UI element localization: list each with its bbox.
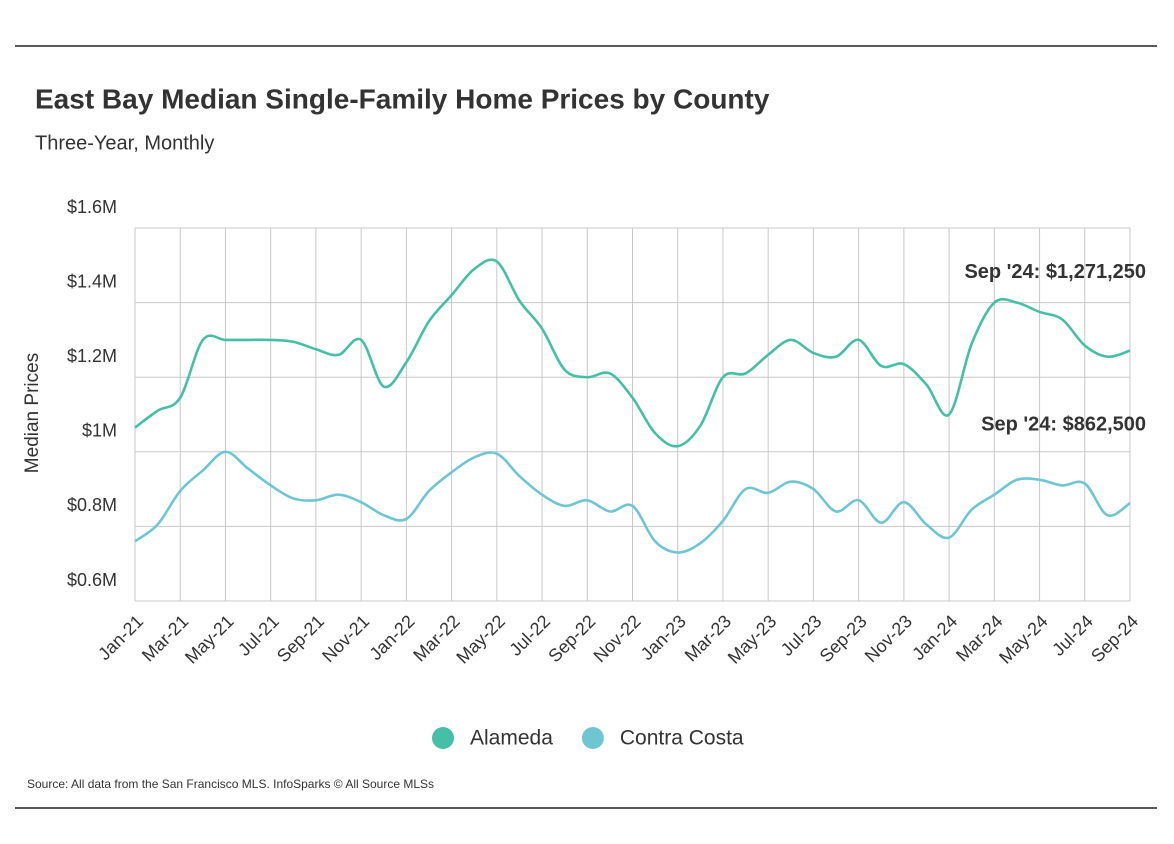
end-annotation: Sep '24: $1,271,250 [964, 261, 1146, 283]
y-tick-label: $1.6M [67, 197, 117, 217]
x-tick-label: May-23 [724, 611, 781, 668]
data-line [134, 450, 1131, 554]
x-tick-label: Nov-23 [861, 611, 916, 666]
x-tick-label: May-21 [181, 611, 238, 668]
y-tick-label: $1.2M [67, 346, 117, 366]
y-axis-label: Median Prices [22, 353, 43, 473]
y-tick-label: $1.4M [67, 271, 117, 291]
x-tick-label: Jan-23 [637, 611, 690, 664]
x-tick-label: Nov-21 [318, 611, 373, 666]
x-tick-label: Sep-21 [273, 611, 328, 666]
legend-swatch [581, 727, 604, 749]
legend-label: Contra Costa [620, 727, 744, 750]
x-tick-label: Jan-21 [94, 611, 147, 664]
legend-swatch [432, 727, 454, 749]
x-tick-label: Nov-22 [590, 611, 645, 666]
chart-title: East Bay Median Single-Family Home Price… [35, 83, 770, 114]
x-tick-label: Sep-23 [816, 611, 871, 666]
x-tick-label: Sep-22 [544, 611, 599, 666]
y-tick-label: $0.6M [67, 570, 117, 590]
x-tick-label: Sep-24 [1087, 611, 1142, 666]
x-tick-label: May-24 [995, 611, 1052, 668]
x-tick-label: May-22 [452, 611, 509, 668]
x-tick-label: Jan-22 [365, 611, 418, 664]
x-tick-label: Jan-24 [908, 611, 961, 664]
y-tick-label: $0.8M [67, 495, 117, 515]
legend-label: Alameda [470, 727, 553, 750]
source-note: Source: All data from the San Francisco … [27, 777, 434, 791]
end-annotation: Sep '24: $862,500 [981, 413, 1146, 435]
y-tick-label: $1M [82, 421, 117, 441]
data-line [134, 258, 1131, 448]
chart-subtitle: Three-Year, Monthly [35, 132, 214, 154]
